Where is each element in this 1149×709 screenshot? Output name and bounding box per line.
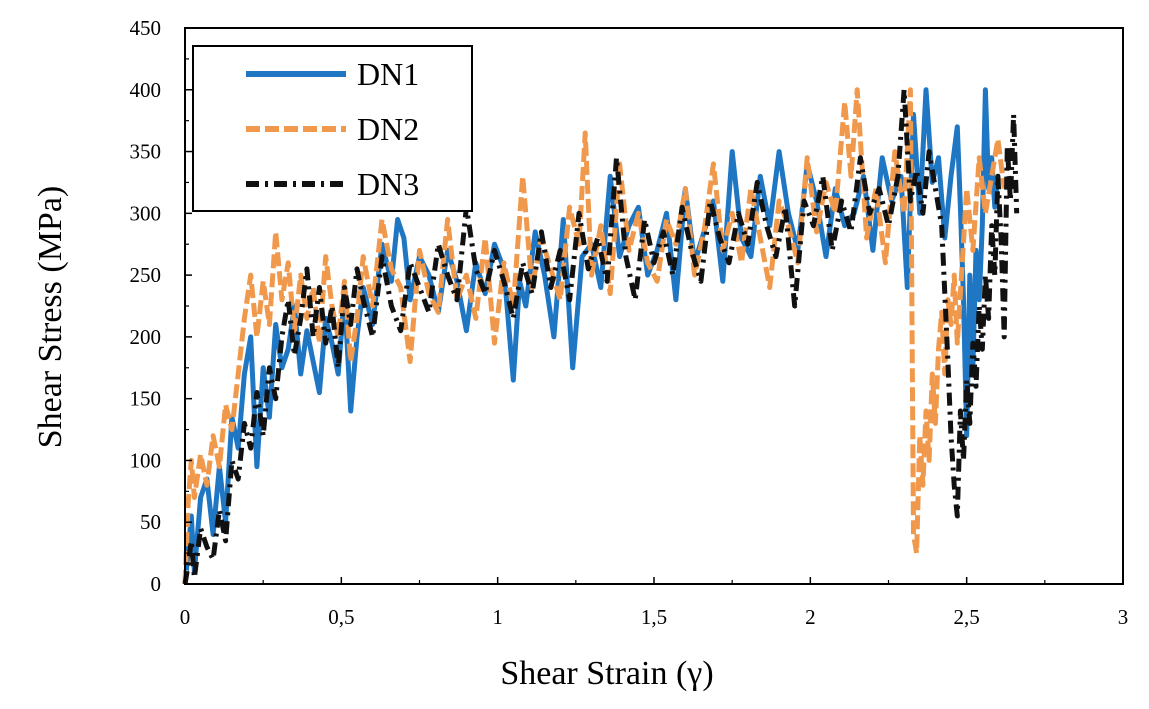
series-layer [182, 87, 1020, 585]
x-tick-label: 1,5 [641, 605, 667, 629]
x-tick-label: 3 [1118, 605, 1129, 629]
series-line-dn2 [182, 87, 1007, 585]
x-tick-label: 0 [180, 605, 191, 629]
y-tick-label: 250 [130, 263, 162, 287]
x-tick-label: 2,5 [954, 605, 980, 629]
y-tick-label: 350 [130, 140, 162, 164]
y-tick-label: 200 [130, 325, 162, 349]
series-line-dn1 [182, 87, 1001, 585]
y-tick-label: 450 [130, 16, 162, 40]
legend: DN1 DN2 DN3 [192, 45, 473, 212]
y-tick-label: 100 [130, 448, 162, 472]
x-tick-label: 0,5 [328, 605, 354, 629]
y-axis: 0 50 100 150 200 250 300 350 400 450 [130, 16, 192, 596]
y-axis-title: Shear Stress (MPa) [32, 186, 69, 449]
y-tick-label: 0 [151, 572, 162, 596]
legend-label-dn3: DN3 [357, 166, 419, 202]
y-tick-label: 150 [130, 387, 162, 411]
y-tick-label: 400 [130, 78, 162, 102]
x-axis: 0 0,5 1 1,5 2 2,5 3 [180, 577, 1129, 629]
x-tick-label: 1 [492, 605, 503, 629]
y-tick-label: 50 [140, 510, 161, 534]
x-tick-label: 2 [805, 605, 816, 629]
legend-label-dn2: DN2 [357, 111, 419, 147]
y-tick-label: 300 [130, 201, 162, 225]
legend-label-dn1: DN1 [357, 56, 419, 92]
x-axis-title: Shear Strain (γ) [500, 655, 713, 692]
